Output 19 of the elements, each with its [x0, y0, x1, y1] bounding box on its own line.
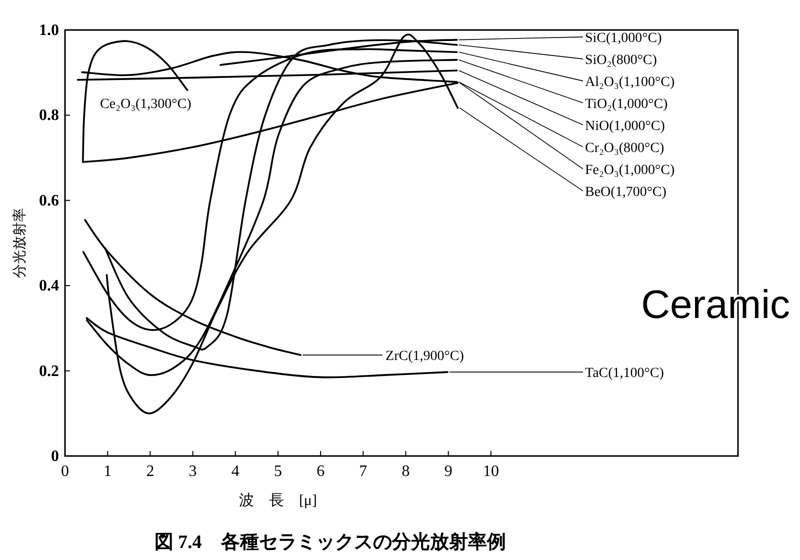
y-tick-label: 1.0 [39, 22, 59, 39]
x-tick-label: 4 [231, 463, 240, 480]
x-tick-label: 5 [274, 463, 282, 480]
y-tick-label: 0.8 [39, 107, 59, 124]
y-tick-label: 0.4 [39, 278, 59, 295]
x-tick-label: 6 [316, 463, 325, 480]
x-tick-label: 10 [482, 463, 499, 480]
y-tick-label: 0.6 [39, 192, 59, 210]
x-tick-label: 7 [359, 463, 368, 480]
y-axis-title: 分光放射率 [12, 208, 28, 278]
x-tick-label: 1 [104, 463, 112, 480]
y-tick-label: 0.2 [39, 362, 59, 380]
x-axis-title: 波 長 [μ] [238, 492, 317, 509]
x-tick-label: 2 [146, 463, 154, 480]
x-tick-label: 3 [188, 463, 197, 480]
x-tick-label: 9 [444, 463, 452, 480]
x-tick-label: 8 [402, 463, 410, 480]
y-tick-label: 0 [51, 448, 59, 465]
text: 図 7.4 各種セラミックスの分光放射率例 [154, 531, 506, 553]
